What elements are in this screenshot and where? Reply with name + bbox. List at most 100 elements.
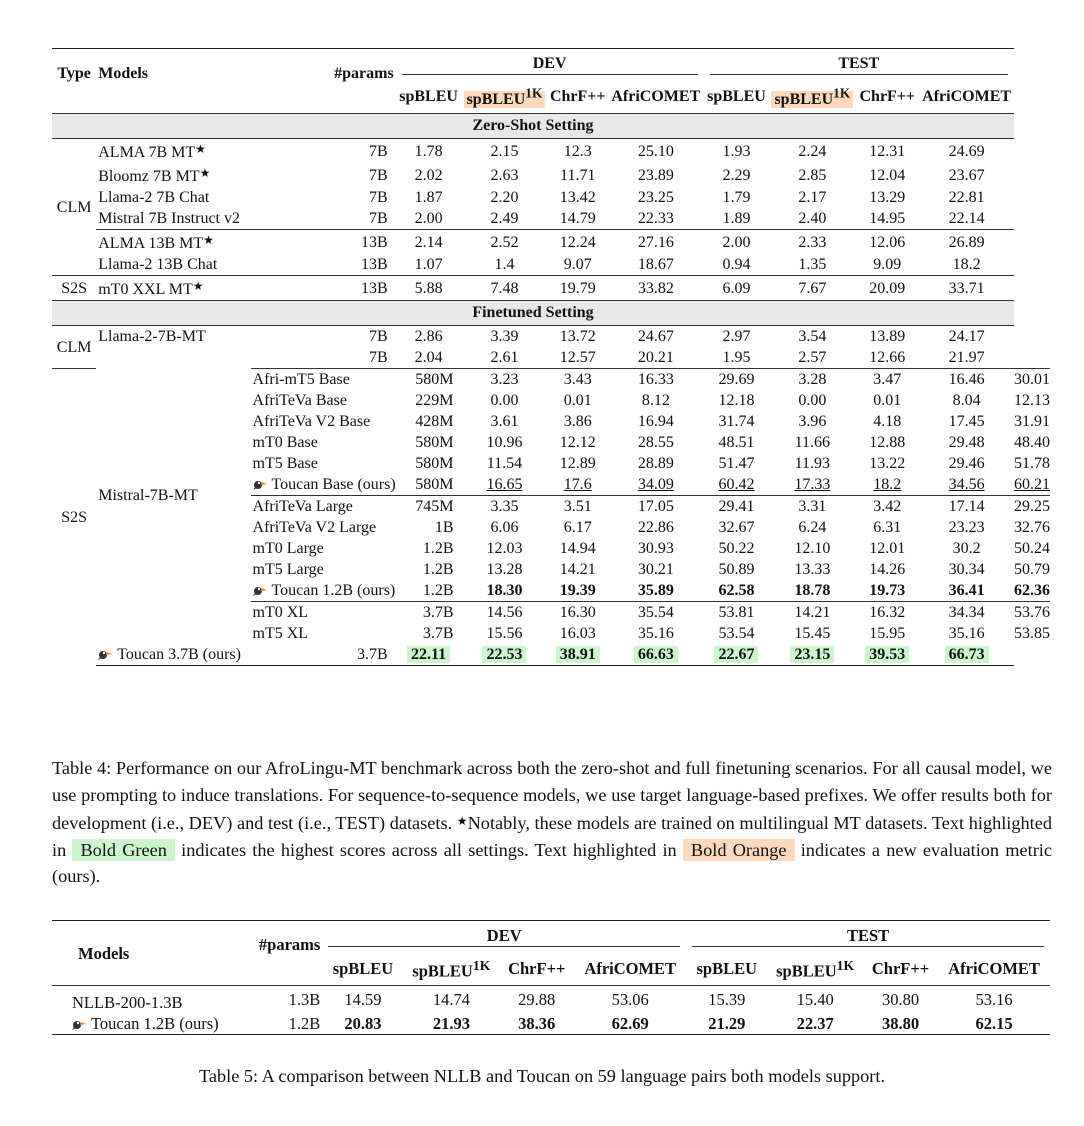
score-cell: 12.03: [486, 540, 523, 557]
score-cell: 30.2: [952, 540, 981, 557]
params-cell: 1.2B: [255, 1013, 323, 1035]
score-cell: 12.24: [559, 233, 596, 251]
header-row-2: spBLEU spBLEU1K ChrF++ AfriCOMET spBLEU …: [52, 79, 1050, 114]
score-cell: 60.21: [1014, 476, 1050, 493]
table-row: CLM ALMA 7B MT★ 7B 1.78 2.15 12.3 25.10 1.93 2.2…: [52, 138, 1050, 276]
score-cell: 4.18: [873, 413, 902, 430]
score-cell: 1.35: [798, 256, 827, 273]
group-label: CLM: [52, 138, 97, 276]
params-cell: 7B: [369, 189, 388, 206]
score-cell: 22.81: [948, 189, 985, 206]
col-africomet: AfriCOMET: [611, 87, 701, 105]
score-cell: 35.89: [637, 582, 674, 599]
score-cell: 53.81: [718, 604, 755, 621]
score-cell: 16.33: [637, 371, 674, 388]
score-cell: 33.71: [948, 279, 985, 297]
table-row: mT5 XL 3.7B 15.56 16.03 35.16 53.54 15.45 15.95…: [52, 623, 1050, 644]
params-cell: 3.7B: [395, 601, 462, 623]
score-cell: 1.93: [722, 142, 751, 160]
table-row: Toucan 3.7B (ours) 3.7B 22.11 22.53 38.91 66.…: [52, 644, 1050, 666]
score-cell: 8.04: [952, 392, 981, 409]
score-cell: 66.63: [633, 646, 678, 663]
col-chrf: ChrF++: [549, 87, 606, 105]
score-cell: 15.40: [767, 985, 863, 1013]
score-cell: 12.01: [869, 540, 906, 557]
score-cell: 6.06: [490, 519, 519, 536]
model-name: Toucan 3.7B (ours): [96, 644, 251, 666]
score-cell: 29.48: [948, 434, 985, 451]
group-label: S2S: [52, 275, 97, 301]
score-cell: 2.85: [798, 166, 827, 184]
score-cell: 6.31: [873, 519, 902, 536]
score-cell: 30.80: [862, 985, 939, 1013]
score-cell: 23.89: [637, 166, 674, 184]
score-cell: 15.39: [686, 985, 768, 1013]
score-cell: 2.02: [414, 166, 443, 184]
score-cell: 17.14: [948, 498, 985, 515]
score-cell: 12.31: [869, 142, 906, 160]
score-cell: 38.91: [555, 646, 600, 663]
score-cell: 18.2: [873, 476, 902, 493]
params-cell: 580M: [395, 368, 462, 390]
score-cell: 32.76: [1014, 519, 1050, 536]
col-models: Models: [96, 48, 251, 114]
params-cell: 580M: [415, 476, 454, 493]
orange-legend: Bold Orange: [682, 838, 795, 861]
score-cell: 31.74: [718, 413, 755, 430]
score-cell: 12.89: [559, 455, 596, 472]
table-row: mT0 Base 580M 10.96 12.12 28.55 48.51 11.66 12.…: [52, 432, 1050, 453]
results-table: Type Models #params DEV TEST spBLEU spBL…: [52, 48, 1050, 666]
table-row: Llama-2 13B Chat 13B 1.07 1.4 9.07 18.67 0.94 1…: [52, 254, 1050, 276]
score-cell: 14.95: [869, 210, 906, 227]
score-cell: 0.00: [490, 392, 519, 409]
score-cell: 30.93: [637, 540, 674, 557]
score-cell: 12.18: [718, 392, 755, 409]
model-name: mT5 XL: [252, 625, 309, 642]
score-cell: 17.33: [794, 476, 831, 493]
score-cell: 12.10: [794, 540, 831, 557]
score-cell: 28.89: [637, 455, 674, 472]
score-cell: 3.42: [873, 498, 902, 515]
star-icon: ★: [203, 233, 214, 247]
score-cell: 0.94: [722, 256, 751, 273]
score-cell: 14.79: [559, 210, 596, 227]
params-cell: 428M: [415, 413, 454, 430]
model-name: Toucan Base (ours): [251, 474, 396, 496]
score-cell: 13.29: [869, 189, 906, 206]
params-cell: 1.2B: [422, 582, 454, 599]
score-cell: 15.95: [869, 625, 906, 642]
toucan-bird-icon: [252, 587, 267, 596]
table-row: Mistral-7B-MT 7B 2.04 2.61 12.57 20.21 1.95 2.5…: [52, 347, 1050, 504]
group-label: CLM: [52, 325, 97, 369]
table-row: mT5 Large 1.2B 13.28 14.21 30.21 50.89 13.33 14…: [52, 559, 1050, 580]
table-row: Toucan Base (ours) 580M 16.65 17.6 34.09 60.4…: [52, 474, 1050, 496]
test-header: TEST: [709, 53, 1008, 75]
score-cell: 14.21: [794, 604, 831, 621]
score-cell: 22.86: [637, 519, 674, 536]
score-cell: 23.23: [948, 519, 985, 536]
star-icon: ★: [192, 279, 204, 293]
score-cell: 38.80: [862, 1013, 939, 1035]
score-cell: 3.86: [563, 413, 592, 430]
score-cell: 38.36: [499, 1013, 575, 1035]
score-cell: 2.97: [722, 328, 751, 345]
score-cell: 62.69: [574, 1013, 687, 1035]
score-cell: 14.21: [559, 561, 596, 578]
score-cell: 16.94: [637, 413, 674, 430]
score-cell: 21.93: [403, 1013, 500, 1035]
score-cell: 33.82: [637, 279, 674, 297]
params-cell: 3.7B: [250, 644, 396, 666]
score-cell: 13.42: [559, 189, 596, 206]
score-cell: 5.88: [414, 279, 443, 297]
score-cell: 1.95: [722, 349, 751, 366]
toucan-bird-icon: [252, 481, 267, 490]
score-cell: 29.41: [718, 498, 755, 515]
params-cell: 7B: [250, 325, 396, 347]
score-cell: 48.40: [1014, 434, 1050, 451]
score-cell: 9.09: [873, 256, 902, 273]
score-cell: 15.45: [794, 625, 831, 642]
score-cell: 30.01: [1014, 371, 1050, 388]
score-cell: 2.20: [490, 189, 519, 206]
score-cell: 11.71: [560, 166, 596, 184]
score-cell: 16.32: [869, 604, 906, 621]
